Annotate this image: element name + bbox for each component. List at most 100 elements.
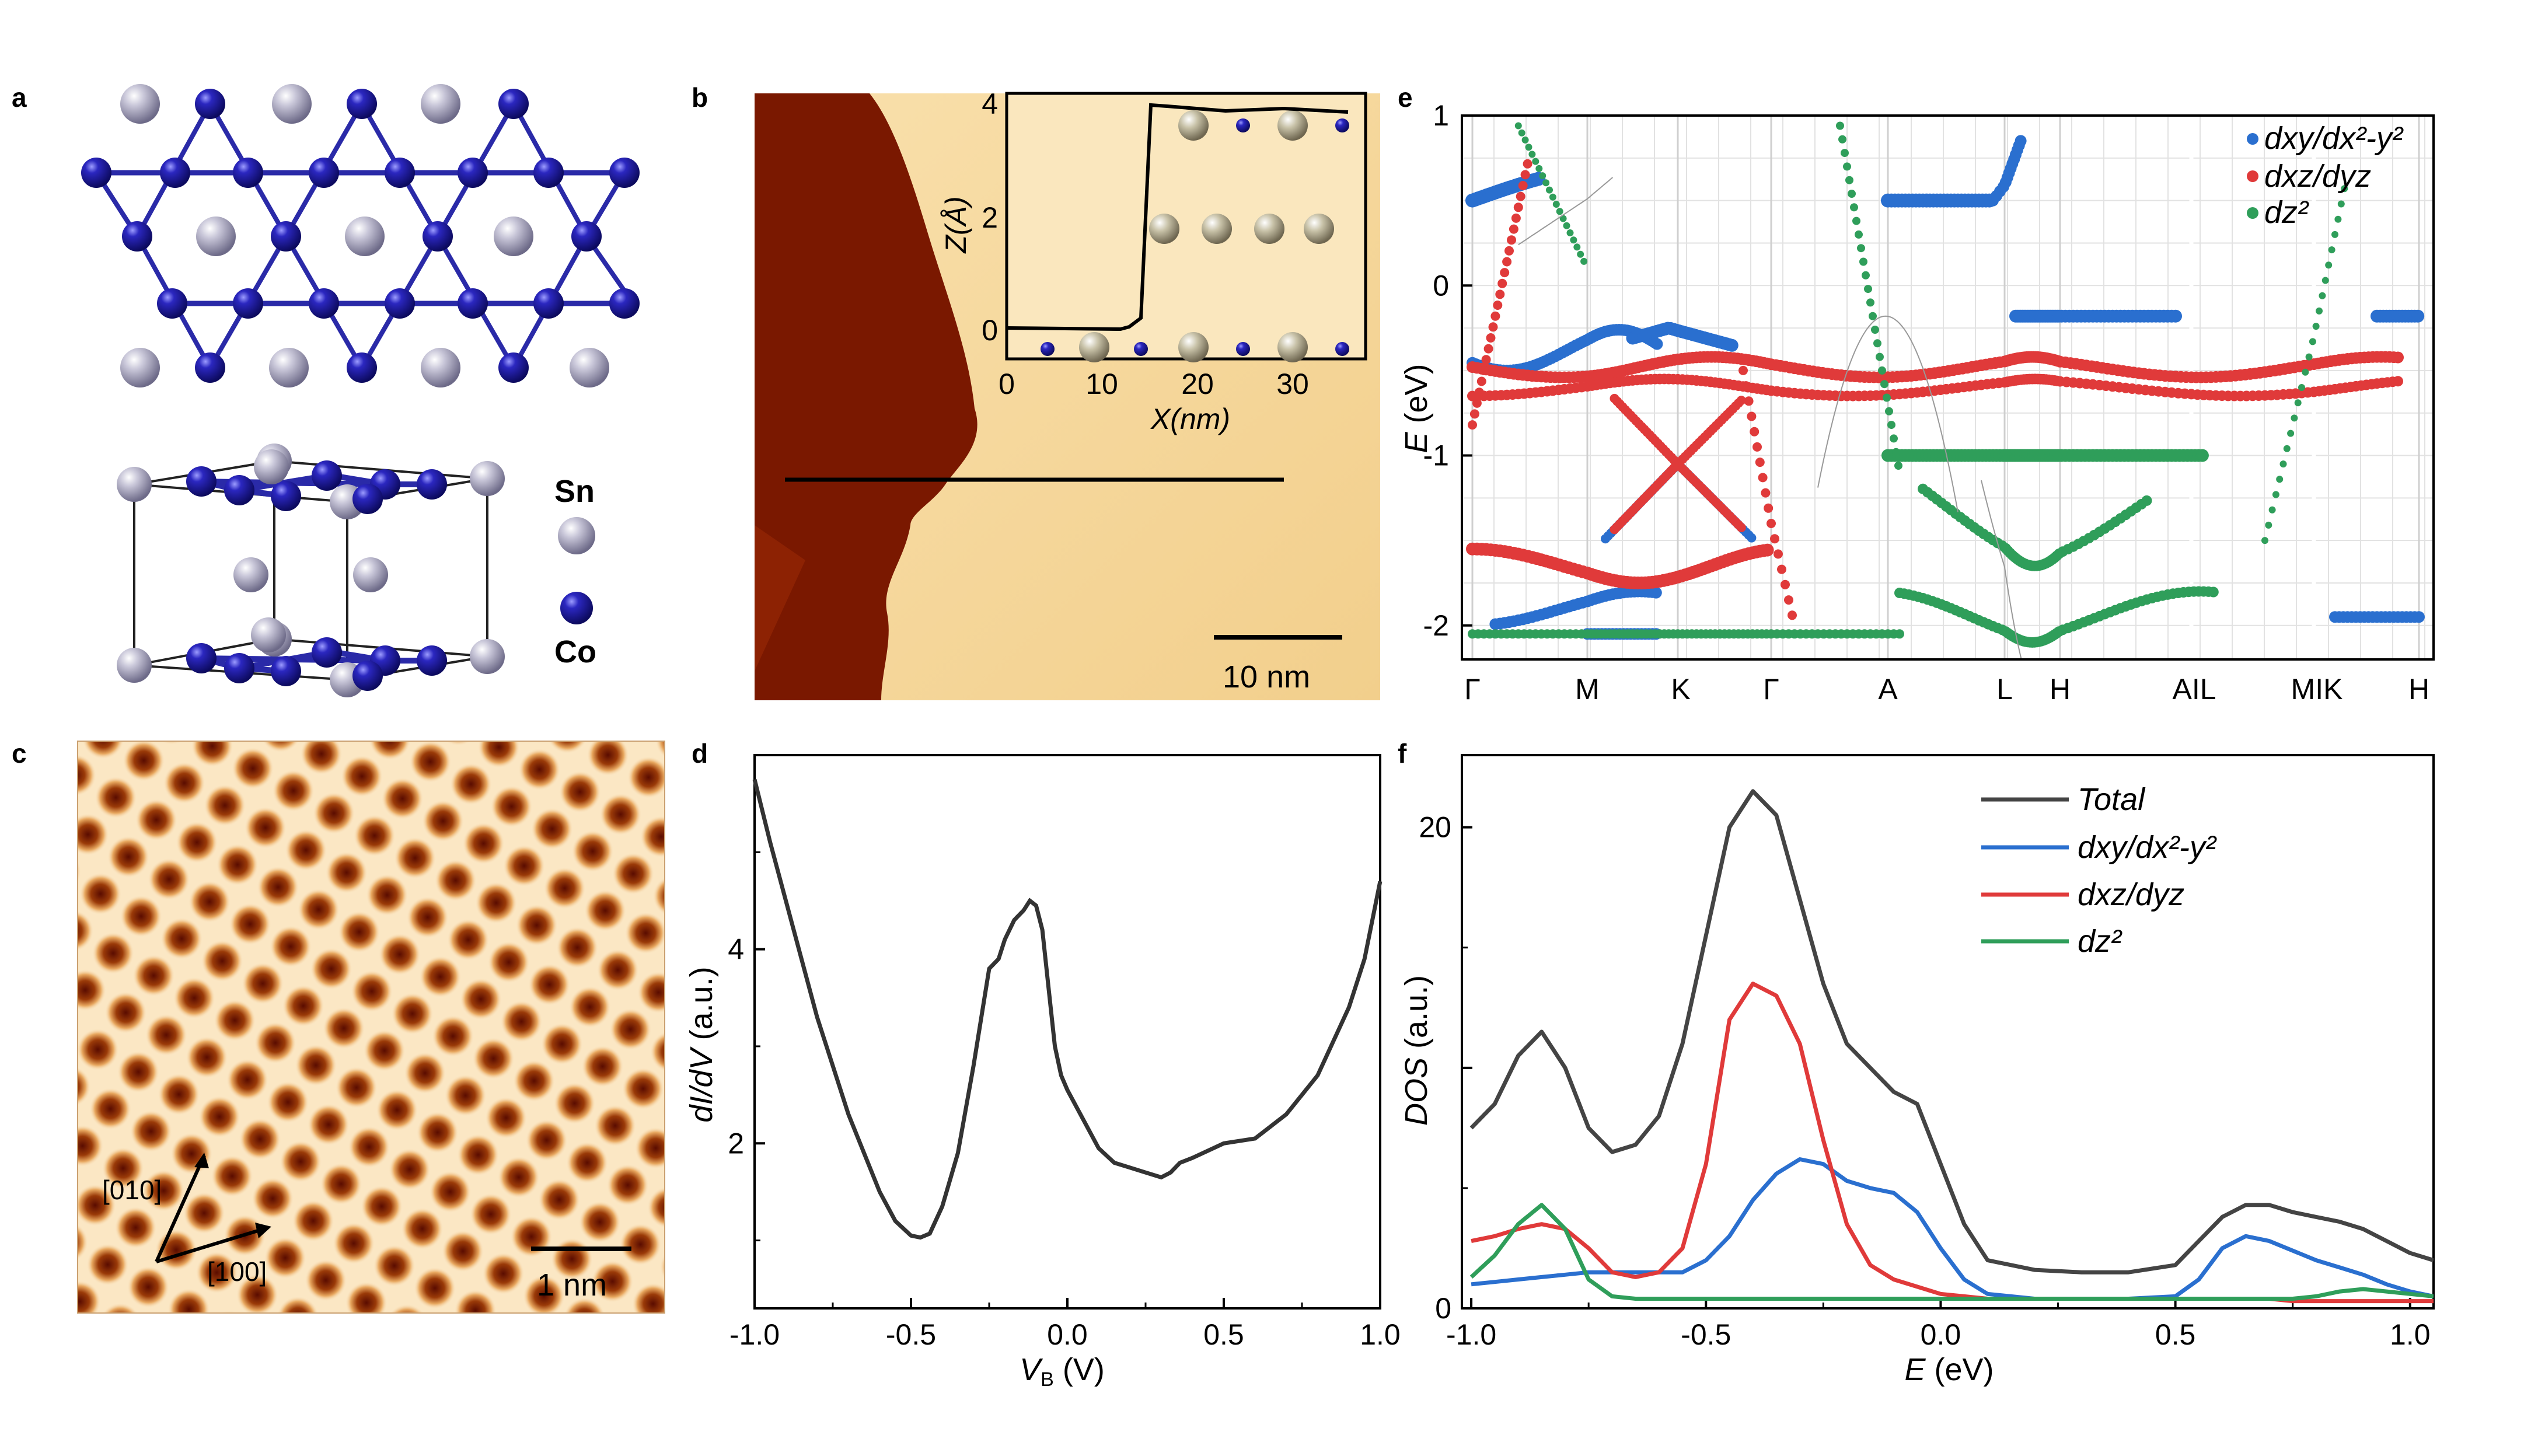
sn-atom [120, 348, 160, 387]
e-band-dz2 [1848, 190, 1856, 198]
d-axes-frame [753, 754, 1381, 1310]
e-band-dxz [1764, 503, 1774, 513]
co-atom [498, 89, 529, 119]
sn-atom [570, 348, 609, 387]
e-band-dz2 [1580, 257, 1588, 265]
e-band-dz2 [2341, 185, 2348, 193]
d-xtick-label: 0.0 [1047, 1318, 1088, 1351]
sn-atom [421, 84, 460, 124]
e-band-dz2 [1566, 229, 1574, 236]
e-ytick-label: 0 [1433, 269, 1449, 302]
e-band-dz2 [2325, 261, 2333, 269]
e-band-dz2 [1518, 129, 1525, 137]
e-band-dxz [1513, 770, 1521, 778]
e-kpoint-label: MIK [2291, 673, 2343, 706]
sn-atom [251, 617, 286, 652]
e-band-dz2 [1532, 158, 1539, 165]
e-band-dz2 [2312, 323, 2320, 330]
e-band-dz2 [2268, 506, 2276, 514]
co-atom [233, 158, 263, 188]
e-band-dz2 [2276, 476, 2284, 483]
inset-sn-atom [1149, 214, 1179, 244]
f-axes-frame [1461, 754, 2435, 1310]
e-band-dz2 [1841, 149, 1849, 158]
e-band-dxz [1758, 473, 1768, 483]
f-legend-total: Total [2078, 782, 2146, 817]
e-band-dz2 [2319, 292, 2326, 299]
f-legend-dz2: dz² [2078, 924, 2122, 959]
e-kpoint-label: K [1671, 673, 1690, 706]
e-band-dxz [1475, 860, 1483, 868]
e-band-dz2 [1859, 257, 1867, 266]
e-band-dz2 [2208, 586, 2219, 598]
e-band-dz2 [2328, 246, 2335, 254]
d-ytick-label: 4 [728, 933, 744, 966]
e-band-dxz [1500, 268, 1510, 278]
inset-sn-atom [1079, 332, 1109, 362]
d-ytick-label: 2 [728, 1127, 744, 1160]
e-band-dxz [1530, 729, 1538, 738]
e-band-dz2 [1850, 203, 1858, 212]
e-kpoint-label: M [1575, 673, 1600, 706]
kagome-lattice-diagram [81, 84, 640, 387]
e-band-dxy [1650, 586, 1662, 599]
co-atom [385, 288, 415, 319]
inset-xtick-0: 0 [999, 368, 1015, 400]
scale-bar-c-label: 1 nm [537, 1268, 607, 1303]
e-band-dz2 [1876, 352, 1884, 361]
e-band-line [1981, 480, 2022, 659]
e-band-dz2 [1577, 250, 1584, 258]
e-band-dxz [1481, 355, 1491, 365]
e-band-dz2 [1895, 629, 1904, 639]
e-band-dxz [1774, 549, 1783, 559]
co-atom [417, 645, 447, 676]
e-band-dxz [1479, 365, 1489, 375]
scale-bar-b-label: 10 nm [1223, 659, 1310, 694]
legend-co-label: Co [554, 634, 596, 669]
inset-ylabel: Z(Å) [940, 196, 972, 253]
e-band-dz2 [1563, 222, 1570, 229]
co-atom [160, 158, 190, 188]
e-band-dxz [1761, 543, 1774, 557]
e-band-dz2 [2334, 215, 2342, 223]
e-band-dxz [1488, 322, 1498, 332]
e-band-dxz [1747, 411, 1757, 421]
sn-atom [117, 467, 152, 502]
co-atom [312, 637, 342, 668]
e-legend-dxz: dxz/dyz [2264, 159, 2371, 194]
inset-ytick-2: 2 [982, 201, 998, 234]
e-band-dxz [1503, 795, 1511, 803]
f-xtick-label: 0.0 [1921, 1318, 1961, 1351]
e-kpoint-label: H [2050, 673, 2071, 706]
e-band-dz2 [1521, 136, 1529, 144]
f-line-dxy [1471, 1157, 2434, 1301]
d-ylabel: dI/dV (a.u.) [684, 966, 719, 1122]
e-band-dxz [1472, 868, 1480, 877]
inset-sn-atom [1277, 332, 1308, 362]
e-ytick-label: 1 [1433, 99, 1449, 132]
e-band-dxz [1767, 519, 1776, 528]
panel-label-f: f [1398, 738, 1407, 769]
e-band-dxz [2392, 351, 2404, 364]
sn-atom [117, 648, 152, 683]
co-atom [186, 643, 217, 673]
e-band-dz2 [2337, 200, 2345, 208]
inset-co-atom [1134, 342, 1148, 356]
e-band-dz2 [1549, 193, 1556, 201]
e-band-dz2 [1866, 298, 1874, 307]
co-atom [385, 158, 415, 188]
e-band-dz2 [1873, 339, 1881, 348]
d-xtick-label: 0.5 [1203, 1318, 1244, 1351]
e-band-dz2 [1836, 121, 1844, 130]
inset-profile-line [1006, 103, 1349, 331]
e-band-dz2 [1570, 236, 1577, 244]
e-band-dxz [1502, 257, 1512, 267]
inset-xlabel: X(nm) [1150, 403, 1230, 435]
e-band-dz2 [2305, 353, 2313, 361]
e-band-dz2 [2309, 338, 2316, 345]
e-band-dz2 [2261, 537, 2268, 544]
e-band-dxz [1476, 376, 1486, 386]
e-band-dz2 [1855, 230, 1863, 239]
f-ytick-label: 0 [1435, 1292, 1451, 1325]
